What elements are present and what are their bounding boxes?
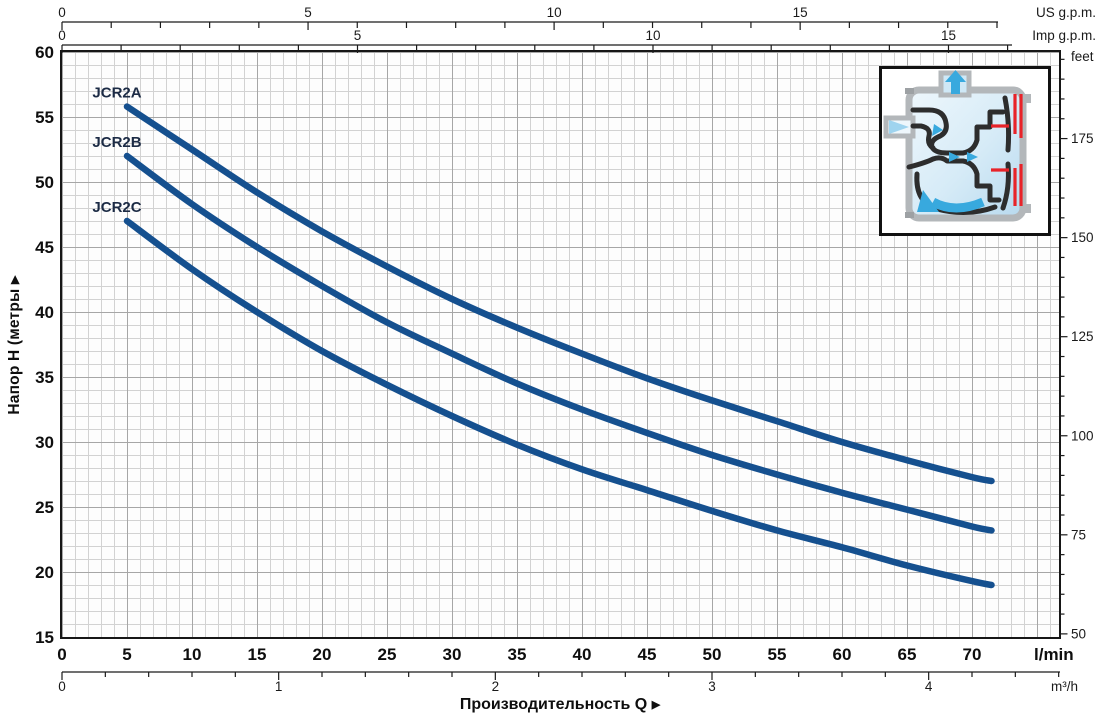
- bolt-bottom: [905, 212, 914, 218]
- meters-tick-label: 30: [35, 433, 54, 452]
- imp-gpm-tick-label: 5: [354, 28, 362, 43]
- flange-tab-bottom: [1020, 204, 1031, 213]
- us-gpm-unit-label: US g.p.m.: [1036, 5, 1096, 20]
- m3h-tick-label: 2: [492, 679, 500, 694]
- meters-tick-label: 55: [35, 108, 54, 127]
- lmin-tick-label: 20: [313, 645, 332, 664]
- lmin-unit-label: l/min: [1034, 645, 1074, 664]
- feet-tick-label: 100: [1071, 428, 1094, 443]
- feet-unit-label: feet: [1071, 49, 1094, 64]
- meters-tick-label: 20: [35, 563, 54, 582]
- y-axis-title: Напор H (метры ▶: [6, 180, 24, 510]
- imp-gpm-tick-label: 15: [941, 28, 956, 43]
- y-axis-title-text: Напор H (метры: [6, 288, 23, 415]
- lmin-tick-label: 50: [703, 645, 722, 664]
- m3h-tick-label: 0: [58, 679, 66, 694]
- m3h-unit-label: m³/h: [1051, 679, 1078, 694]
- m3h-tick-label: 1: [275, 679, 283, 694]
- feet-tick-label: 50: [1071, 626, 1086, 641]
- us-gpm-tick-label: 15: [793, 5, 808, 20]
- imp-gpm-unit-label: Imp g.p.m.: [1032, 28, 1096, 43]
- lmin-tick-label: 60: [833, 645, 852, 664]
- x-axis-title-text: Производительность Q: [459, 696, 648, 713]
- bolt-top: [905, 88, 914, 94]
- meters-tick-label: 25: [35, 498, 54, 517]
- lmin-tick-label: 35: [508, 645, 527, 664]
- lmin-tick-label: 5: [122, 645, 131, 664]
- meters-tick-label: 50: [35, 173, 54, 192]
- y-axis-arrow-icon: ▶: [9, 275, 21, 285]
- lmin-tick-label: 0: [57, 645, 66, 664]
- m3h-tick-label: 4: [925, 679, 933, 694]
- lmin-tick-label: 70: [963, 645, 982, 664]
- us-gpm-tick-label: 5: [304, 5, 312, 20]
- lmin-tick-label: 55: [768, 645, 787, 664]
- lmin-tick-label: 15: [248, 645, 267, 664]
- us-gpm-tick-label: 0: [58, 5, 66, 20]
- imp-gpm-tick-label: 0: [58, 28, 66, 43]
- pump-inset-diagram: [879, 66, 1051, 236]
- meters-tick-label: 35: [35, 368, 54, 387]
- flange-tab-top: [1020, 94, 1031, 103]
- imp-gpm-tick-label: 10: [645, 28, 660, 43]
- flow-arrows: [889, 70, 985, 213]
- feet-tick-label: 75: [1071, 527, 1086, 542]
- ejector-nozzle-red-lines: [991, 94, 1023, 206]
- meters-tick-label: 60: [35, 43, 54, 62]
- x-axis-arrow-icon: ▶: [651, 699, 661, 711]
- flow-channel-outline: [906, 95, 1012, 215]
- meters-tick-label: 15: [35, 628, 54, 647]
- lmin-tick-label: 25: [378, 645, 397, 664]
- feet-tick-label: 175: [1071, 131, 1094, 146]
- feet-tick-label: 125: [1071, 329, 1094, 344]
- lmin-tick-label: 65: [898, 645, 917, 664]
- lmin-tick-label: 30: [443, 645, 462, 664]
- feet-tick-label: 150: [1071, 230, 1094, 245]
- lmin-tick-label: 45: [638, 645, 657, 664]
- us-gpm-tick-label: 10: [547, 5, 562, 20]
- meters-tick-label: 45: [35, 238, 54, 257]
- lmin-tick-label: 10: [183, 645, 202, 664]
- m3h-tick-label: 3: [708, 679, 716, 694]
- lmin-tick-label: 40: [573, 645, 592, 664]
- meters-tick-label: 40: [35, 303, 54, 322]
- x-axis-title: Производительность Q ▶: [260, 696, 860, 714]
